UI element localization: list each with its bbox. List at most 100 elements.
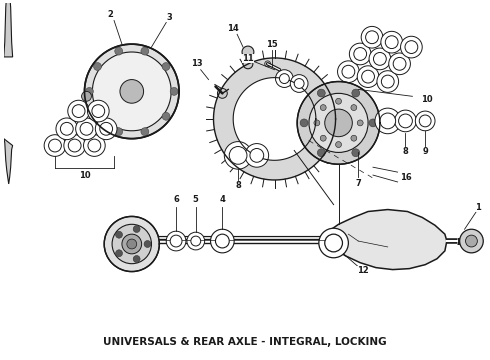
Circle shape — [133, 226, 140, 233]
Polygon shape — [329, 210, 447, 270]
Circle shape — [275, 70, 293, 87]
Circle shape — [466, 235, 477, 247]
Circle shape — [115, 47, 122, 55]
Circle shape — [300, 119, 308, 127]
Circle shape — [361, 26, 383, 48]
Circle shape — [44, 135, 66, 156]
Circle shape — [216, 234, 229, 248]
Circle shape — [394, 110, 416, 132]
Circle shape — [133, 256, 140, 262]
Circle shape — [170, 235, 182, 247]
Circle shape — [377, 71, 398, 93]
Circle shape — [127, 239, 137, 249]
Circle shape — [162, 63, 170, 71]
Circle shape — [85, 87, 94, 95]
Polygon shape — [233, 78, 316, 160]
Circle shape — [116, 250, 122, 257]
Circle shape — [354, 48, 367, 60]
Circle shape — [170, 87, 178, 95]
Circle shape — [338, 61, 359, 82]
Circle shape — [187, 232, 205, 250]
Text: 10: 10 — [421, 95, 433, 104]
Circle shape — [369, 119, 377, 127]
Text: 7: 7 — [355, 179, 361, 188]
Text: 12: 12 — [357, 266, 369, 275]
Circle shape — [49, 139, 61, 152]
Circle shape — [122, 234, 142, 254]
Circle shape — [116, 231, 122, 238]
Circle shape — [400, 36, 422, 58]
Text: 15: 15 — [266, 40, 277, 49]
Circle shape — [81, 91, 92, 101]
Circle shape — [405, 41, 418, 54]
Circle shape — [362, 70, 374, 83]
Circle shape — [265, 61, 270, 67]
Circle shape — [64, 135, 85, 156]
Circle shape — [141, 128, 149, 136]
Circle shape — [419, 115, 431, 127]
Text: 4: 4 — [220, 195, 225, 204]
Text: 3: 3 — [166, 13, 172, 22]
Circle shape — [141, 47, 149, 55]
Circle shape — [218, 89, 227, 98]
Circle shape — [250, 148, 264, 162]
Circle shape — [318, 149, 325, 157]
Circle shape — [320, 135, 326, 141]
Circle shape — [416, 111, 435, 131]
Text: UNIVERSALS & REAR AXLE - INTEGRAL, LOCKING: UNIVERSALS & REAR AXLE - INTEGRAL, LOCKI… — [103, 337, 387, 347]
Circle shape — [72, 105, 85, 117]
Circle shape — [380, 113, 395, 129]
Circle shape — [144, 240, 151, 247]
Text: 5: 5 — [193, 195, 199, 204]
Circle shape — [352, 89, 360, 97]
Circle shape — [83, 135, 105, 156]
Circle shape — [88, 100, 109, 122]
Circle shape — [385, 36, 398, 49]
Circle shape — [393, 58, 406, 70]
Circle shape — [342, 65, 355, 78]
Circle shape — [88, 139, 101, 152]
Text: 11: 11 — [242, 54, 254, 63]
Circle shape — [398, 114, 413, 128]
Circle shape — [166, 231, 186, 251]
Circle shape — [211, 229, 234, 253]
Circle shape — [112, 224, 151, 264]
Circle shape — [309, 93, 368, 152]
Circle shape — [375, 108, 400, 134]
Circle shape — [460, 229, 483, 253]
Circle shape — [366, 31, 378, 44]
Circle shape — [325, 109, 352, 137]
Circle shape — [224, 141, 252, 169]
Circle shape — [191, 236, 201, 246]
Text: 6: 6 — [173, 195, 179, 204]
Circle shape — [56, 118, 77, 140]
Circle shape — [294, 78, 304, 89]
Text: 16: 16 — [400, 172, 412, 181]
Circle shape — [92, 105, 105, 117]
Circle shape — [93, 52, 171, 131]
Circle shape — [94, 112, 101, 120]
Circle shape — [68, 100, 90, 122]
Circle shape — [100, 122, 113, 135]
Circle shape — [373, 53, 386, 65]
Circle shape — [162, 112, 170, 120]
Text: 8: 8 — [235, 181, 241, 190]
Text: 10: 10 — [79, 171, 90, 180]
Circle shape — [94, 63, 101, 71]
Circle shape — [314, 120, 320, 126]
Circle shape — [320, 105, 326, 111]
Circle shape — [68, 139, 81, 152]
Circle shape — [115, 128, 122, 136]
Circle shape — [297, 82, 380, 164]
Text: 2: 2 — [107, 10, 113, 19]
Circle shape — [290, 75, 308, 93]
Circle shape — [336, 141, 342, 148]
Circle shape — [279, 74, 289, 84]
Circle shape — [229, 147, 247, 164]
Circle shape — [318, 89, 325, 97]
Circle shape — [357, 120, 363, 126]
Circle shape — [381, 31, 402, 53]
Circle shape — [245, 144, 269, 167]
Circle shape — [369, 48, 391, 70]
Polygon shape — [214, 58, 336, 180]
